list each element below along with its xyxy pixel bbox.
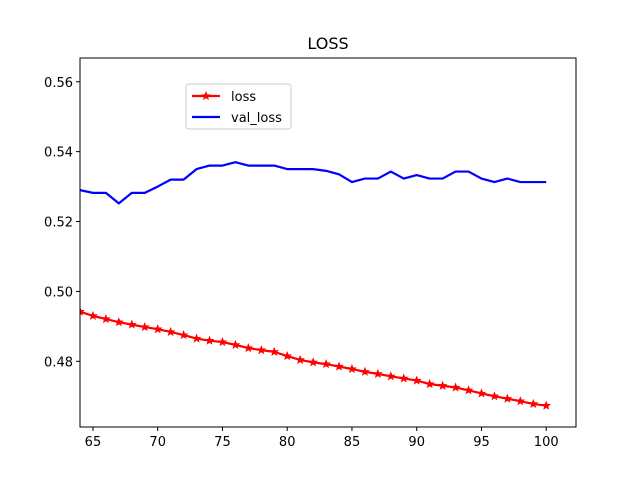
legend: loss val_loss <box>185 83 292 130</box>
y-tick-label: 0.50 <box>44 285 73 300</box>
y-tick-label: 0.48 <box>44 355 73 370</box>
x-tick-label: 65 <box>85 435 102 450</box>
data-point-loss <box>256 345 267 355</box>
data-point-loss <box>334 361 344 371</box>
data-point-loss <box>243 342 254 353</box>
data-point-loss <box>101 313 111 324</box>
legend-label-loss: loss <box>231 90 256 105</box>
data-point-loss <box>152 324 163 334</box>
data-point-loss <box>269 346 280 356</box>
data-point-loss <box>230 339 241 349</box>
data-point-loss <box>424 378 435 389</box>
x-tick-label: 80 <box>279 435 296 450</box>
y-tick-label: 0.54 <box>44 146 73 161</box>
x-tick-label: 100 <box>534 435 559 450</box>
y-tick-label: 0.56 <box>44 76 73 91</box>
legend-marker-loss <box>201 90 211 101</box>
data-point-loss <box>489 391 500 401</box>
legend-label-val_loss: val_loss <box>231 111 282 126</box>
data-point-loss <box>295 354 305 364</box>
data-point-loss <box>450 382 461 392</box>
data-point-loss <box>88 310 98 320</box>
data-point-loss <box>321 359 331 369</box>
x-tick-label: 95 <box>473 435 490 450</box>
data-point-loss <box>476 388 487 398</box>
data-point-loss <box>437 380 448 390</box>
data-point-loss <box>411 375 422 385</box>
data-point-loss <box>398 373 409 383</box>
series-line-val_loss <box>80 161 547 205</box>
data-point-loss <box>217 337 228 347</box>
data-point-loss <box>127 319 137 329</box>
data-point-loss <box>282 351 292 361</box>
chart-title: LOSS <box>307 34 348 53</box>
data-point-loss <box>139 322 150 332</box>
data-point-loss <box>165 326 176 337</box>
data-point-loss <box>528 398 539 409</box>
plot-area <box>80 161 552 410</box>
data-point-loss <box>386 371 396 381</box>
y-tick-label: 0.52 <box>44 216 73 231</box>
data-point-loss <box>308 357 318 367</box>
x-tick-label: 85 <box>344 435 361 450</box>
data-point-loss <box>502 393 513 403</box>
data-point-loss <box>80 306 85 316</box>
x-tick-label: 75 <box>214 435 231 450</box>
data-point-loss <box>347 363 357 374</box>
data-point-loss <box>204 335 215 345</box>
data-point-loss <box>463 385 474 395</box>
data-point-loss <box>515 396 526 406</box>
data-point-loss <box>191 333 202 343</box>
data-point-loss <box>360 366 370 376</box>
data-point-loss <box>541 400 552 410</box>
plot-frame <box>79 57 577 428</box>
axes: 65 70 75 80 85 90 95 100 0.48 0.50 0.52 0.54 0.56 <box>44 76 559 450</box>
data-point-loss <box>114 317 124 327</box>
x-tick-label: 90 <box>408 435 425 450</box>
x-tick-label: 70 <box>149 435 166 450</box>
data-point-loss <box>178 330 189 340</box>
data-point-loss <box>373 368 383 378</box>
